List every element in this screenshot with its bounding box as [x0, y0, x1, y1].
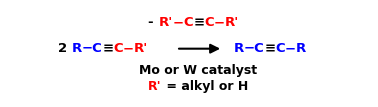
Text: R: R: [233, 42, 243, 55]
Text: R': R': [148, 80, 162, 94]
Text: −C: −C: [243, 42, 264, 55]
Text: R: R: [71, 42, 82, 55]
Text: 2: 2: [57, 42, 71, 55]
Text: R: R: [296, 42, 307, 55]
Text: C: C: [113, 42, 123, 55]
Text: −: −: [214, 16, 225, 29]
Text: C: C: [276, 42, 285, 55]
Text: −: −: [285, 42, 296, 55]
Text: ≡: ≡: [193, 16, 204, 29]
Text: ≡: ≡: [102, 42, 113, 55]
Text: ≡: ≡: [264, 42, 276, 55]
Text: R': R': [225, 16, 239, 29]
Text: C: C: [204, 16, 214, 29]
Text: −: −: [123, 42, 134, 55]
Text: C: C: [184, 16, 193, 29]
Text: R': R': [158, 16, 172, 29]
Text: = alkyl or H: = alkyl or H: [162, 80, 248, 94]
Text: -: -: [148, 16, 158, 29]
Text: −: −: [172, 16, 184, 29]
Text: Mo or W catalyst: Mo or W catalyst: [139, 64, 257, 77]
Text: R': R': [134, 42, 149, 55]
Text: −C: −C: [82, 42, 102, 55]
